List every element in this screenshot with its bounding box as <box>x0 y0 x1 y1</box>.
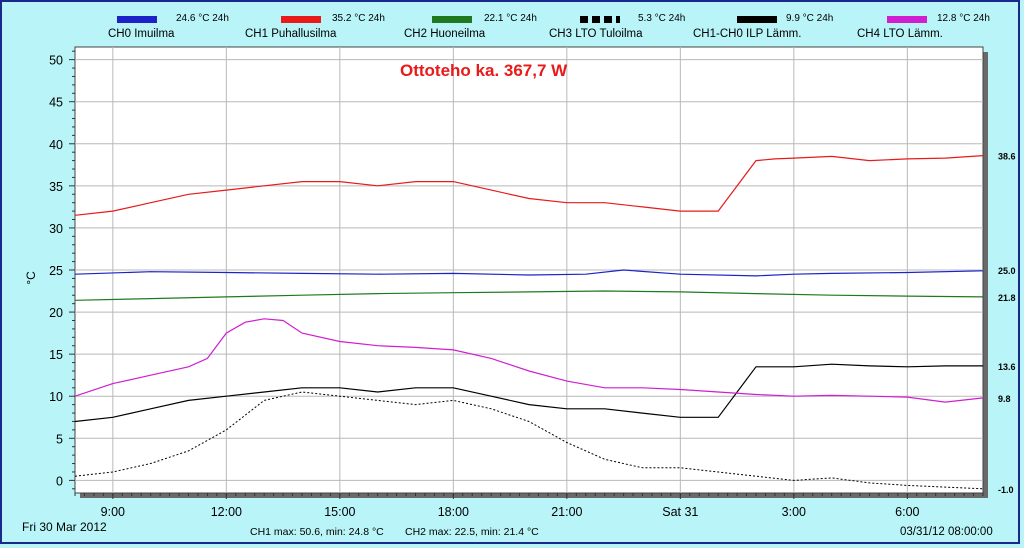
legend-stat-ch3: 5.3 °C 24h <box>638 13 686 24</box>
y-tick-label: 0 <box>56 474 63 488</box>
legend-name-ch2: CH2 Huoneilma <box>404 28 486 40</box>
legend-swatch-ch4 <box>887 16 927 23</box>
y-tick-label: 35 <box>49 180 63 194</box>
end-value-label: 38.6 <box>998 152 1016 162</box>
legend-name-ch4: CH4 LTO Lämm. <box>857 28 943 40</box>
legend-name-ilp: CH1-CH0 ILP Lämm. <box>693 28 802 40</box>
legend-swatch-ilp <box>737 16 777 23</box>
legend-name-ch3: CH3 LTO Tuloilma <box>549 28 643 40</box>
legend-swatch-ch2 <box>432 16 472 23</box>
legend-stat-ch4: 12.8 °C 24h <box>937 13 990 24</box>
y-axis-label: °C <box>24 271 38 285</box>
series-line-4 <box>74 391 984 490</box>
chart-annotation: Ottoteho ka. 367,7 W <box>400 61 568 80</box>
timestamp: 03/31/12 08:00:00 <box>900 526 993 538</box>
legend: 24.6 °C 24h CH0 Imuilma 35.2 °C 24h CH1 … <box>0 0 1024 48</box>
y-tick-label: 45 <box>49 96 63 110</box>
x-tick-label: 18:00 <box>438 505 469 519</box>
end-values: 38.6 25.0 21.8 13.6 9.8 -1.0 <box>998 152 1016 495</box>
x-tick-label: 21:00 <box>551 505 582 519</box>
legend-swatch-ch0 <box>117 16 157 23</box>
legend-swatch-ch3 <box>580 16 620 23</box>
y-axis-ticks: 0 5 10 15 20 25 30 35 40 45 50 <box>49 50 75 490</box>
series-line-1 <box>74 269 984 277</box>
end-value-label: -1.0 <box>998 485 1014 495</box>
legend-stat-ch0: 24.6 °C 24h <box>176 13 229 24</box>
legend-name-ch1: CH1 Puhallusilma <box>245 28 337 40</box>
x-tick-label: 3:00 <box>782 505 806 519</box>
end-value-label: 25.0 <box>998 266 1016 276</box>
series-line-3 <box>74 290 984 301</box>
series-line-2 <box>74 155 984 216</box>
legend-stat-ilp: 9.9 °C 24h <box>786 13 834 24</box>
ch2-stats: CH2 max: 22.5, min: 21.4 °C <box>405 526 539 538</box>
y-tick-label: 30 <box>49 222 63 236</box>
x-tick-label: Sat 31 <box>662 505 698 519</box>
end-value-label: 21.8 <box>998 293 1016 303</box>
y-tick-label: 15 <box>49 348 63 362</box>
y-tick-label: 10 <box>49 390 63 404</box>
grid <box>75 47 983 493</box>
end-value-label: 13.6 <box>998 362 1016 372</box>
x-tick-label: 12:00 <box>211 505 242 519</box>
legend-stat-ch1: 35.2 °C 24h <box>332 13 385 24</box>
x-axis-ticks: 9:00 12:00 15:00 18:00 21:00 Sat 31 3:00 6:00 <box>74 493 984 519</box>
legend-swatch-ch1 <box>281 16 321 23</box>
series-line-6 <box>74 318 984 403</box>
y-tick-label: 40 <box>49 138 63 152</box>
end-value-label: 9.8 <box>998 394 1011 404</box>
series-line-5 <box>74 363 983 423</box>
y-tick-label: 50 <box>49 54 63 68</box>
x-tick-label: 15:00 <box>324 505 355 519</box>
y-tick-label: 20 <box>49 306 63 320</box>
series-group <box>74 155 984 490</box>
y-tick-label: 25 <box>49 264 63 278</box>
start-date: Fri 30 Mar 2012 <box>22 520 107 534</box>
legend-stat-ch2: 22.1 °C 24h <box>484 13 537 24</box>
legend-name-ch0: CH0 Imuilma <box>108 28 175 40</box>
ch1-stats: CH1 max: 50.6, min: 24.8 °C <box>250 526 384 538</box>
x-tick-label: 9:00 <box>101 505 125 519</box>
y-tick-label: 5 <box>56 432 63 446</box>
x-tick-label: 6:00 <box>895 505 919 519</box>
